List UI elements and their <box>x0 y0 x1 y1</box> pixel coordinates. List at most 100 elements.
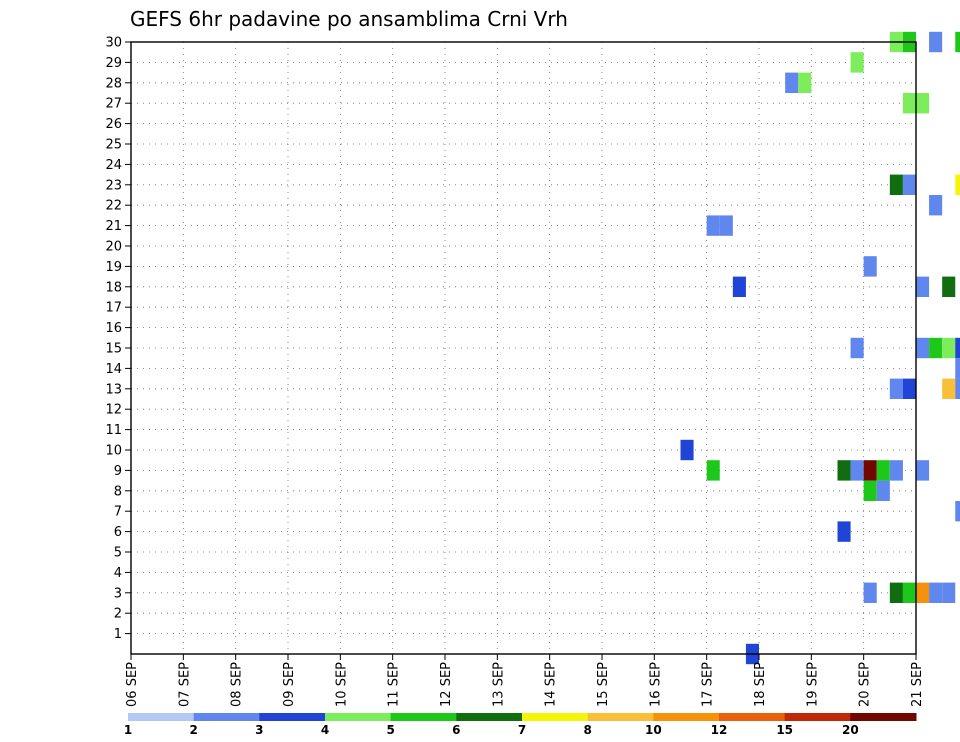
y-tick-label: 20 <box>105 240 122 255</box>
colorbar-label: 10 <box>645 723 662 737</box>
y-tick-label: 9 <box>114 464 122 479</box>
colorbar-swatch <box>784 713 851 721</box>
colorbar-label: 15 <box>776 723 793 737</box>
precip-cell <box>902 378 916 399</box>
precip-cell <box>902 93 916 114</box>
y-tick-label: 18 <box>105 280 122 295</box>
y-tick-label: 19 <box>105 260 122 275</box>
y-tick-label: 22 <box>105 199 122 214</box>
precip-cell <box>942 276 956 297</box>
precip-cell <box>850 337 864 359</box>
colorbar-swatch <box>719 713 786 721</box>
precip-cell <box>889 378 903 399</box>
colorbar-label: 5 <box>386 723 394 737</box>
precip-cell <box>889 460 903 481</box>
colorbar-label: 6 <box>452 723 460 737</box>
precip-cell <box>955 378 960 399</box>
x-tick-label: 19 SEP <box>805 662 820 707</box>
y-tick-label: 30 <box>105 36 122 51</box>
y-tick-label: 2 <box>114 607 122 622</box>
chart-title: GEFS 6hr padavine po ansamblima Crni Vrh <box>130 7 568 31</box>
grid-lines <box>131 41 916 654</box>
precip-cell <box>929 337 943 359</box>
precip-cell <box>863 256 877 277</box>
precip-cell <box>916 337 930 359</box>
precip-cell <box>732 276 746 297</box>
precip-cell <box>929 195 943 216</box>
x-tick-label: 21 SEP <box>910 662 925 707</box>
precip-cell <box>706 215 720 236</box>
precip-cell <box>876 480 890 501</box>
colorbar-label: 2 <box>189 723 197 737</box>
precip-cell <box>916 93 930 114</box>
y-tick-label: 10 <box>105 444 122 459</box>
y-tick-label: 12 <box>105 403 122 418</box>
precip-cell <box>863 460 877 481</box>
colorbar-swatch <box>193 713 260 721</box>
y-tick-label: 5 <box>114 546 122 561</box>
y-tick-label: 8 <box>114 484 122 499</box>
colorbar-label: 20 <box>842 723 859 737</box>
colorbar-swatch <box>850 713 917 721</box>
precip-cell <box>929 582 943 603</box>
precip-cell <box>902 174 916 195</box>
precip-cell <box>942 582 956 603</box>
y-tick-label: 28 <box>105 76 122 91</box>
precip-cell <box>889 174 903 195</box>
x-tick-label: 16 SEP <box>648 662 663 707</box>
precip-cell <box>929 31 943 53</box>
precip-cell <box>863 480 877 501</box>
y-tick-label: 7 <box>114 505 122 520</box>
y-tick-label: 23 <box>105 178 122 193</box>
y-tick-label: 27 <box>105 97 122 112</box>
x-tick-label: 08 SEP <box>230 662 245 707</box>
x-tick-label: 14 SEP <box>544 662 559 707</box>
x-tick-label: 12 SEP <box>439 662 454 707</box>
precip-cell <box>850 52 864 73</box>
x-tick-label: 13 SEP <box>491 662 506 707</box>
precip-cell <box>955 501 960 522</box>
colorbar-swatch <box>259 713 326 721</box>
y-tick-label: 16 <box>105 321 122 336</box>
precip-cell <box>942 378 956 399</box>
y-tick-label: 1 <box>114 627 122 642</box>
y-tick-label: 29 <box>105 56 122 71</box>
colorbar-label: 7 <box>518 723 526 737</box>
colorbar-label: 4 <box>321 723 329 737</box>
precip-cell <box>785 72 799 93</box>
precip-cell <box>876 460 890 481</box>
x-tick-label: 17 SEP <box>701 662 716 707</box>
precip-cell <box>719 215 733 236</box>
precip-cell <box>863 582 877 603</box>
precipitation-cells <box>680 31 960 665</box>
precip-cell <box>798 72 812 93</box>
precip-cell <box>850 460 864 481</box>
precip-cell <box>955 174 960 195</box>
colorbar-swatch <box>325 713 392 721</box>
y-tick-label: 17 <box>105 301 122 316</box>
colorbar-label: 3 <box>255 723 263 737</box>
precip-cell <box>955 31 960 53</box>
y-tick-label: 25 <box>105 138 122 153</box>
x-tick-label: 11 SEP <box>387 662 402 707</box>
precip-cell <box>942 337 956 359</box>
x-tick-label: 15 SEP <box>596 662 611 707</box>
precip-cell <box>680 439 694 461</box>
colorbar-legend: 1 2 3 4 5 6 7 8 10 12 15 20 <box>124 713 917 737</box>
colorbar-label: 12 <box>711 723 728 737</box>
precip-cell <box>902 582 916 603</box>
precip-cell <box>889 582 903 603</box>
precip-cell <box>955 337 960 359</box>
x-axis: 06 SEP 07 SEP 08 SEP 09 SEP 10 SEP 11 SEP 12 S… <box>125 654 925 707</box>
colorbar-label: 8 <box>583 723 591 737</box>
x-tick-label: 09 SEP <box>282 662 297 707</box>
y-axis: 1234567891011121314151617181920212223242… <box>105 36 131 642</box>
colorbar-swatch <box>390 713 457 721</box>
y-tick-label: 3 <box>114 586 122 601</box>
y-tick-label: 26 <box>105 117 122 132</box>
colorbar-swatch <box>128 713 195 721</box>
colorbar-swatch <box>653 713 720 721</box>
precip-cell <box>955 358 960 379</box>
precip-cell <box>706 460 720 481</box>
